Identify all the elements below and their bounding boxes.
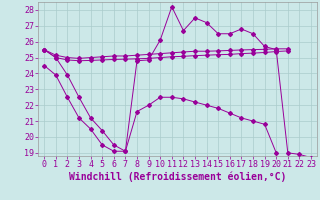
X-axis label: Windchill (Refroidissement éolien,°C): Windchill (Refroidissement éolien,°C) — [69, 172, 286, 182]
